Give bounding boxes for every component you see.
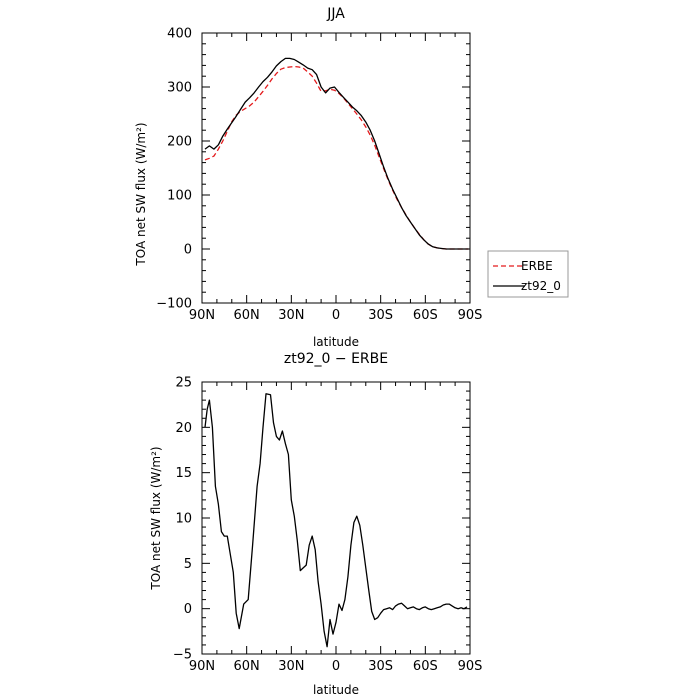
bottom-x-tick-label: 60N	[234, 659, 260, 674]
top-series-line-erbe	[204, 65, 469, 250]
bottom-x-tick-label: 30S	[368, 659, 393, 674]
top-plot-frame	[201, 32, 471, 304]
top-series-group	[204, 57, 469, 250]
bottom-x-tick-label: 90N	[189, 659, 215, 674]
bottom-x-tick-label: 30N	[278, 659, 304, 674]
top-x-tick-label: 90N	[189, 308, 215, 323]
legend-label-zt92: zt92_0	[521, 279, 561, 293]
top-y-tick-labels: −100 0 100 200 300 400	[156, 27, 192, 312]
bottom-panel-title: zt92_0 − ERBE	[284, 351, 388, 367]
bottom-x-tick-label: 60S	[413, 659, 438, 674]
bottom-x-tick-labels: 90N 60N 30N 0 30S 60S 90S	[189, 659, 483, 674]
bottom-x-axis-title: latitude	[313, 683, 359, 697]
bottom-y-tick-label: 25	[175, 376, 192, 391]
top-y-axis-title: TOA net SW flux (W/m²)	[134, 122, 148, 266]
top-ticks	[201, 32, 471, 304]
bottom-x-tick-label: 90S	[458, 659, 483, 674]
top-x-tick-labels: 90N 60N 30N 0 30S 60S 90S	[189, 308, 483, 323]
top-x-tick-label: 0	[332, 308, 340, 323]
top-y-tick-label: −100	[156, 297, 192, 312]
bottom-x-tick-label: 0	[332, 659, 340, 674]
bottom-panel: zt92_0 − ERBE 90N 60N 30N 0 30S 60S 90S −5 0 5 10…	[149, 351, 482, 697]
top-panel-title: JJA	[326, 6, 345, 22]
legend-box	[487, 250, 569, 298]
bottom-plot-frame	[201, 381, 471, 655]
top-x-axis-title: latitude	[313, 335, 359, 349]
top-series-line-zt92-0	[204, 57, 469, 250]
top-x-tick-label: 30N	[278, 308, 304, 323]
bottom-y-tick-label: 0	[184, 602, 192, 617]
legend: ERBE zt92_0	[487, 250, 569, 298]
top-panel: JJA 90N 60N 30N 0 30S 60S 90S −100 0 100 200 300 40…	[134, 6, 569, 349]
bottom-y-tick-label: 20	[175, 421, 192, 436]
top-x-tick-label: 60S	[413, 308, 438, 323]
legend-label-erbe: ERBE	[521, 259, 553, 273]
bottom-y-tick-labels: −5 0 5 10 15 20 25	[173, 376, 192, 663]
bottom-y-tick-label: 10	[175, 512, 192, 527]
bottom-y-tick-label: 5	[184, 557, 192, 572]
bottom-y-tick-label: 15	[175, 466, 192, 481]
top-x-tick-label: 90S	[458, 308, 483, 323]
top-y-tick-label: 200	[167, 135, 192, 150]
bottom-y-tick-label: −5	[173, 648, 192, 663]
bottom-series-line-0	[204, 393, 468, 648]
bottom-ticks	[201, 381, 471, 655]
top-x-tick-label: 30S	[368, 308, 393, 323]
top-x-tick-label: 60N	[234, 308, 260, 323]
top-y-tick-label: 400	[167, 27, 192, 42]
top-y-tick-label: 0	[184, 243, 192, 258]
top-y-tick-label: 300	[167, 81, 192, 96]
top-y-tick-label: 100	[167, 189, 192, 204]
bottom-series-group	[204, 393, 468, 648]
bottom-y-axis-title: TOA net SW flux (W/m²)	[149, 446, 163, 590]
